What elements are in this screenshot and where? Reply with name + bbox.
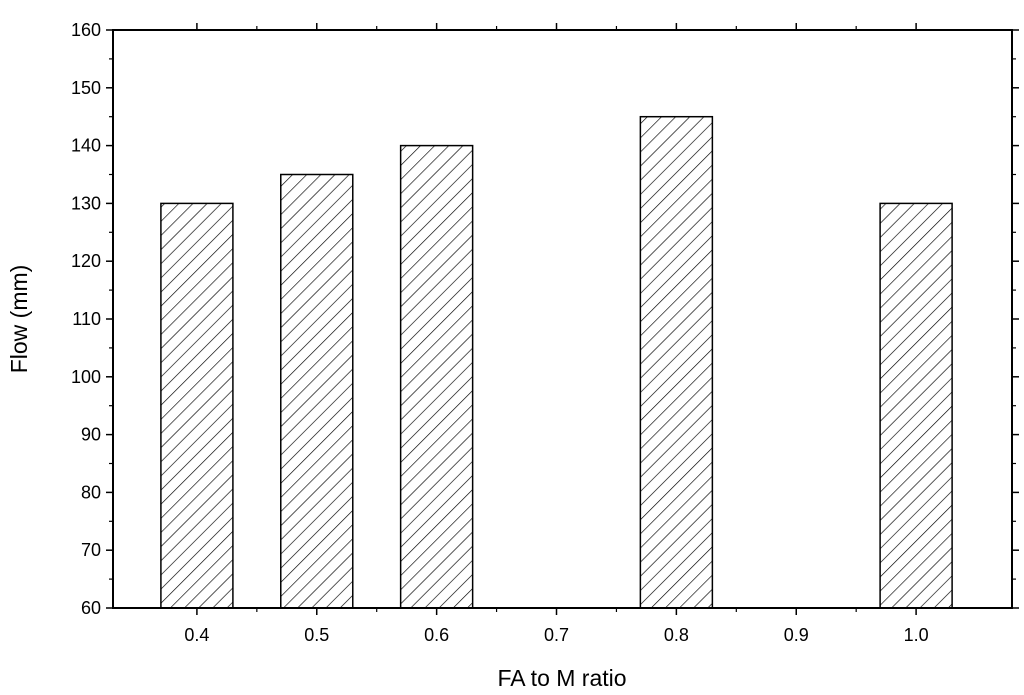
bar — [879, 202, 953, 609]
y-tick-label: 150 — [71, 78, 101, 98]
bar-rect — [639, 115, 714, 609]
y-axis: 60 70 80 90 100 110 120 130 140 150 160 — [71, 20, 1019, 618]
x-axis: 0.4 0.5 0.6 0.7 0.8 0.9 1.0 — [184, 23, 929, 645]
y-tick-label: 160 — [71, 20, 101, 40]
bar — [399, 144, 474, 609]
x-axis-title: FA to M ratio — [497, 665, 626, 691]
bar-rect — [280, 173, 354, 609]
y-tick-label: 60 — [81, 598, 101, 618]
y-tick-label: 100 — [71, 367, 101, 387]
x-tick-label: 0.9 — [784, 625, 809, 645]
y-tick-label: 130 — [71, 193, 101, 213]
y-axis-title: Flow (mm) — [6, 265, 32, 374]
x-tick-label: 0.8 — [664, 625, 689, 645]
x-tick-label: 1.0 — [904, 625, 929, 645]
bar-rect — [399, 144, 474, 609]
y-tick-label: 120 — [71, 251, 101, 271]
x-tick-label: 0.6 — [424, 625, 449, 645]
y-tick-label: 90 — [81, 425, 101, 445]
bars-group — [160, 115, 953, 609]
y-tick-label: 110 — [72, 309, 101, 329]
x-tick-label: 0.7 — [544, 625, 569, 645]
bar — [160, 202, 234, 609]
y-tick-label: 80 — [81, 482, 101, 502]
y-tick-label: 70 — [81, 540, 101, 560]
plot-frame — [112, 29, 1013, 609]
y-tick-label: 140 — [71, 136, 101, 156]
bar-rect — [879, 202, 953, 609]
x-tick-label: 0.5 — [304, 625, 329, 645]
bar — [639, 115, 714, 609]
x-tick-label: 0.4 — [184, 625, 209, 645]
bar — [280, 173, 354, 609]
bar-rect — [160, 202, 234, 609]
